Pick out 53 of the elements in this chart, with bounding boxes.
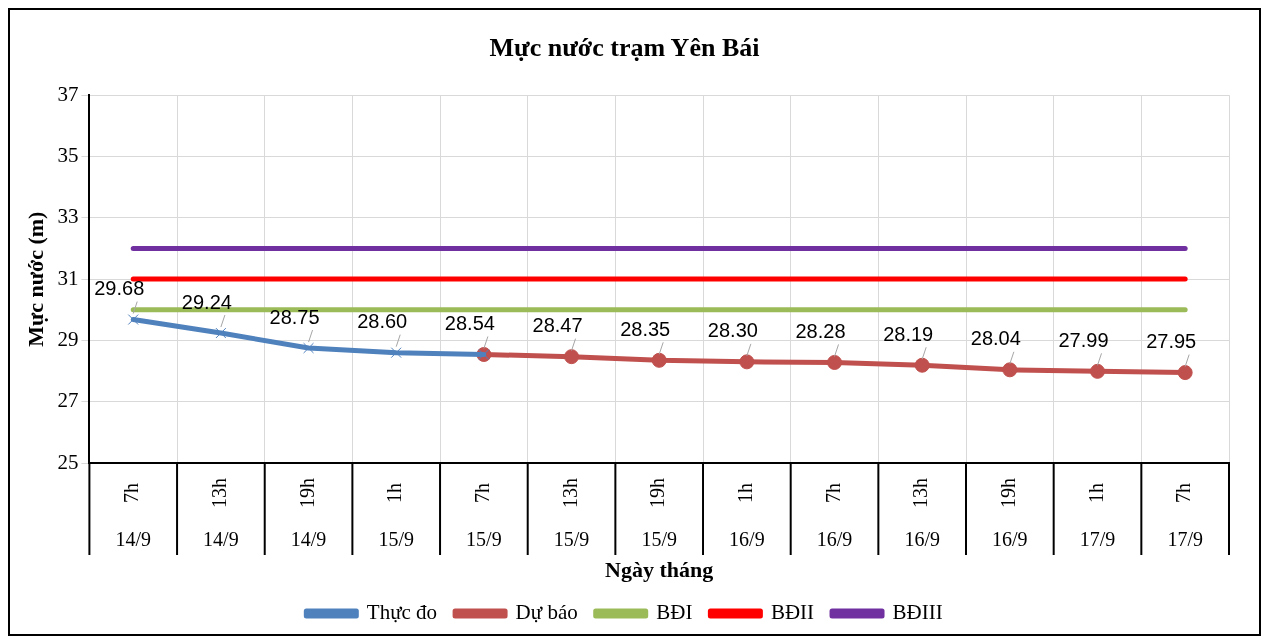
category-label: 1h 15/9 — [378, 483, 414, 551]
y-tick-label: 33 — [57, 204, 79, 229]
y-tick-label: 29 — [57, 326, 79, 351]
data-label: 28.04 — [970, 327, 1021, 350]
x-tick-label: 13h 15/9 — [553, 478, 590, 551]
data-label: 28.28 — [795, 319, 846, 342]
chart-title: Mực nước trạm Yên Bái — [489, 33, 760, 63]
point — [827, 354, 843, 370]
legend-label: BĐI — [656, 600, 693, 625]
point — [127, 314, 139, 326]
point — [1090, 363, 1106, 379]
data-label: 28.47 — [532, 314, 583, 337]
category-label: 7h 17/9 — [1167, 483, 1203, 551]
data-label: 29.68 — [94, 277, 145, 300]
data-label: 27.99 — [1058, 328, 1109, 351]
category-label: 1h 16/9 — [729, 483, 765, 551]
legend-label: BĐIII — [892, 600, 943, 625]
y-tick-label: 27 — [57, 388, 79, 413]
point — [303, 342, 314, 354]
legend-label: BĐII — [770, 600, 815, 625]
data-label: 28.54 — [444, 312, 495, 335]
point — [390, 347, 402, 359]
y-tick-label: 25 — [57, 449, 79, 474]
data-label: 29.24 — [181, 290, 232, 313]
category-label: 7h 15/9 — [466, 483, 502, 551]
data-label: 28.60 — [357, 310, 408, 333]
data-label: 27.95 — [1146, 330, 1197, 353]
data-label: 28.19 — [883, 322, 934, 345]
category-label: 7h 14/9 — [115, 483, 152, 551]
y-tick-label: 37 — [57, 81, 79, 106]
data-label: 28.35 — [620, 317, 671, 340]
x-axis-title: Ngày tháng — [605, 557, 714, 583]
point — [651, 352, 667, 368]
x-tick-label: 19h 15/9 — [641, 478, 677, 551]
point — [215, 327, 227, 339]
y-tick-label: 31 — [57, 265, 79, 290]
x-tick-label: 19h 14/9 — [290, 478, 327, 551]
y-tick-label: 35 — [57, 143, 79, 168]
category-label: 7h 16/9 — [816, 483, 853, 551]
x-tick-label: 13h 16/9 — [904, 478, 940, 551]
point — [564, 349, 580, 365]
category-label: 1h 17/9 — [1079, 483, 1116, 551]
data-label: 28.75 — [269, 305, 320, 328]
point — [739, 354, 755, 370]
point — [1177, 365, 1193, 381]
y-axis-title: Mực nước (m) — [22, 211, 48, 347]
x-tick-label: 19h 16/9 — [992, 478, 1028, 551]
point — [914, 357, 930, 373]
legend-label: Thực đo — [366, 600, 438, 625]
point — [1002, 362, 1018, 378]
legend-label: Dự báo — [515, 600, 578, 625]
x-tick-label: 13h 14/9 — [203, 478, 239, 551]
data-label: 28.30 — [707, 319, 758, 342]
